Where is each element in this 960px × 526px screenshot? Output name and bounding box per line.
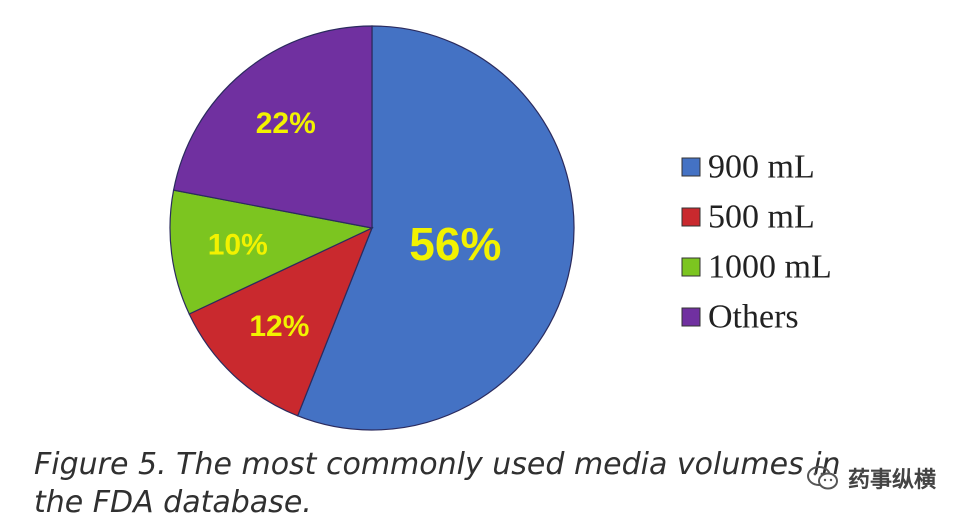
watermark-text: 药事纵横: [847, 468, 936, 493]
slice-value-label: 56%: [409, 218, 501, 270]
figure-caption: Figure 5. The most commonly used media v…: [34, 447, 841, 520]
pie-slice-others: [172, 25, 373, 229]
legend-label: Others: [708, 299, 799, 336]
legend-swatch: [681, 157, 701, 177]
slice-value-label: 10%: [208, 228, 268, 261]
legend-label: 900 mL: [708, 149, 815, 186]
slice-value-label: 22%: [256, 107, 316, 140]
legend-swatch: [681, 307, 701, 327]
pie-slice-1000-ml: [169, 189, 374, 315]
legend-label: 1000 mL: [708, 249, 832, 286]
pie-slices: [169, 25, 575, 431]
slice-labels: 56% 12% 10% 22%: [208, 107, 502, 343]
legend-swatch: [681, 207, 701, 227]
legend-label: 500 mL: [708, 199, 815, 236]
wechat-icon: [806, 466, 838, 490]
watermark: 药事纵横: [806, 462, 936, 494]
legend-swatch: [681, 257, 701, 277]
pie-slice-500-ml: [188, 226, 374, 417]
slice-value-label: 12%: [249, 310, 309, 343]
pie-slice-900-ml: [296, 25, 575, 431]
legend: 900 mL 500 mL 1000 mL Others: [681, 149, 832, 336]
